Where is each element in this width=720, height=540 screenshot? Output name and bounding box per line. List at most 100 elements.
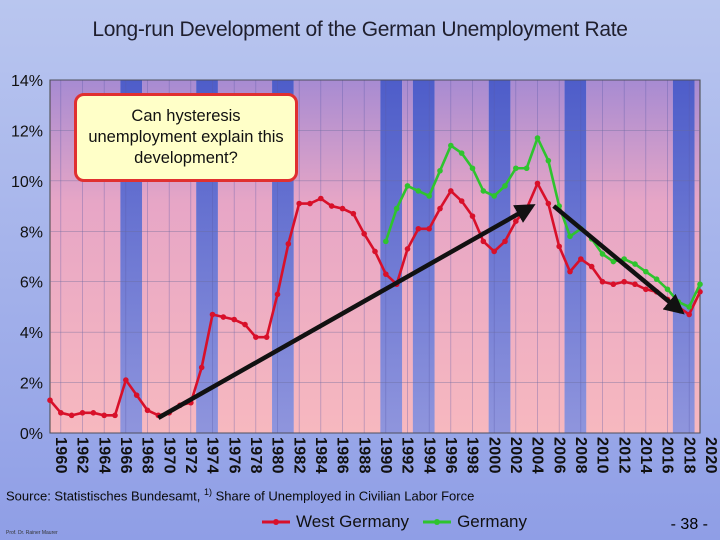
point-west-germany (296, 200, 302, 207)
footnote-mark: 1) (204, 487, 213, 497)
point-germany (534, 135, 541, 141)
trend-arrows (157, 204, 685, 420)
y-tick-label: 0% (20, 426, 43, 443)
point-west-germany (632, 281, 638, 288)
x-tick-label: 1976 (225, 437, 242, 474)
point-germany (458, 150, 465, 156)
point-germany (469, 165, 476, 172)
point-west-germany (307, 200, 313, 207)
point-west-germany (469, 213, 476, 219)
point-west-germany (415, 225, 422, 232)
series-lines (47, 135, 703, 419)
x-tick-label: 2008 (572, 437, 589, 474)
band-blue (412, 80, 435, 433)
point-germany (610, 258, 617, 265)
y-tick-label: 2% (20, 376, 43, 393)
point-germany (491, 193, 497, 199)
point-west-germany (567, 268, 573, 275)
band-blue (380, 80, 403, 433)
point-germany (513, 165, 519, 172)
point-west-germany (404, 246, 411, 252)
point-germany (383, 238, 389, 245)
point-west-germany (123, 377, 129, 383)
x-tick-label: 2006 (550, 437, 567, 474)
point-germany (404, 183, 411, 189)
point-germany (426, 193, 432, 199)
point-germany (643, 268, 649, 275)
point-germany (686, 304, 692, 310)
x-tick-label: 2000 (485, 437, 502, 474)
x-tick-label: 1964 (95, 437, 112, 474)
point-west-germany (350, 210, 357, 217)
y-tick-label: 8% (20, 224, 43, 241)
point-west-germany (242, 321, 248, 328)
point-west-germany (578, 256, 584, 262)
point-west-germany (209, 311, 216, 318)
point-west-germany (101, 412, 107, 419)
y-tick-label: 14% (11, 73, 43, 90)
x-tick-label: 1980 (269, 437, 286, 474)
x-tick-label: 1984 (312, 437, 329, 474)
point-germany (415, 188, 422, 194)
x-tick-label: 2002 (507, 437, 524, 474)
point-west-germany (339, 205, 346, 212)
point-west-germany (643, 286, 649, 293)
point-germany (437, 167, 443, 174)
point-west-germany (513, 218, 519, 224)
x-tick-label: 1998 (464, 437, 481, 474)
point-west-germany (58, 410, 64, 416)
point-germany (697, 281, 703, 288)
x-tick-label: 1978 (247, 437, 264, 474)
source-text-2: Share of Unemployed in Civilian Labor Fo… (215, 488, 475, 504)
point-west-germany (361, 231, 367, 237)
y-tick-label: 10% (11, 174, 43, 191)
point-west-germany (480, 238, 487, 245)
legend-west-label: West Germany (296, 512, 410, 531)
point-west-germany (68, 412, 75, 419)
x-tick-label: 1990 (377, 437, 394, 474)
point-west-germany (383, 271, 389, 277)
x-tick-label: 1974 (204, 437, 221, 474)
page-number: - 38 - (670, 516, 708, 533)
point-west-germany (328, 203, 335, 209)
point-germany (599, 251, 606, 257)
x-tick-label: 1972 (182, 437, 199, 474)
legend-item-west: West Germany (262, 512, 409, 532)
legend-germany-label: Germany (457, 512, 527, 531)
point-west-germany (220, 314, 227, 320)
point-west-germany (437, 205, 443, 212)
legend-item-germany: Germany (423, 512, 527, 532)
x-tick-label: 2018 (680, 437, 697, 474)
band-pink (586, 80, 673, 433)
point-west-germany (545, 200, 552, 207)
point-germany (664, 286, 671, 293)
x-tick-label: 1986 (334, 437, 351, 474)
point-west-germany (274, 291, 281, 298)
x-axis-tick-labels: 1960 1962 1964 1966 1968 1970 1972 1974 1976 1978… (52, 437, 719, 474)
point-west-germany (502, 238, 508, 245)
x-tick-label: 2012 (615, 437, 632, 474)
point-west-germany (599, 278, 606, 285)
point-west-germany (112, 412, 118, 419)
point-west-germany (491, 248, 497, 255)
point-west-germany (144, 407, 151, 414)
x-tick-label: 1982 (290, 437, 307, 474)
point-west-germany (79, 410, 86, 416)
legend: West Germany Germany (262, 512, 527, 532)
x-tick-label: 1962 (74, 437, 91, 474)
x-tick-label: 1992 (399, 437, 416, 474)
point-west-germany (372, 248, 378, 255)
point-west-germany (253, 334, 259, 340)
author-note: Prof. Dr. Rainer Maurer (6, 530, 58, 536)
point-germany (448, 142, 454, 149)
point-germany (523, 165, 530, 172)
point-germany (567, 233, 573, 240)
y-tick-label: 6% (20, 275, 43, 292)
point-west-germany (534, 180, 541, 187)
x-tick-label: 1970 (160, 437, 177, 474)
x-tick-label: 1968 (139, 437, 156, 474)
x-tick-label: 2010 (594, 437, 611, 474)
point-germany (480, 188, 487, 194)
point-west-germany (458, 198, 465, 204)
point-west-germany (621, 278, 627, 285)
